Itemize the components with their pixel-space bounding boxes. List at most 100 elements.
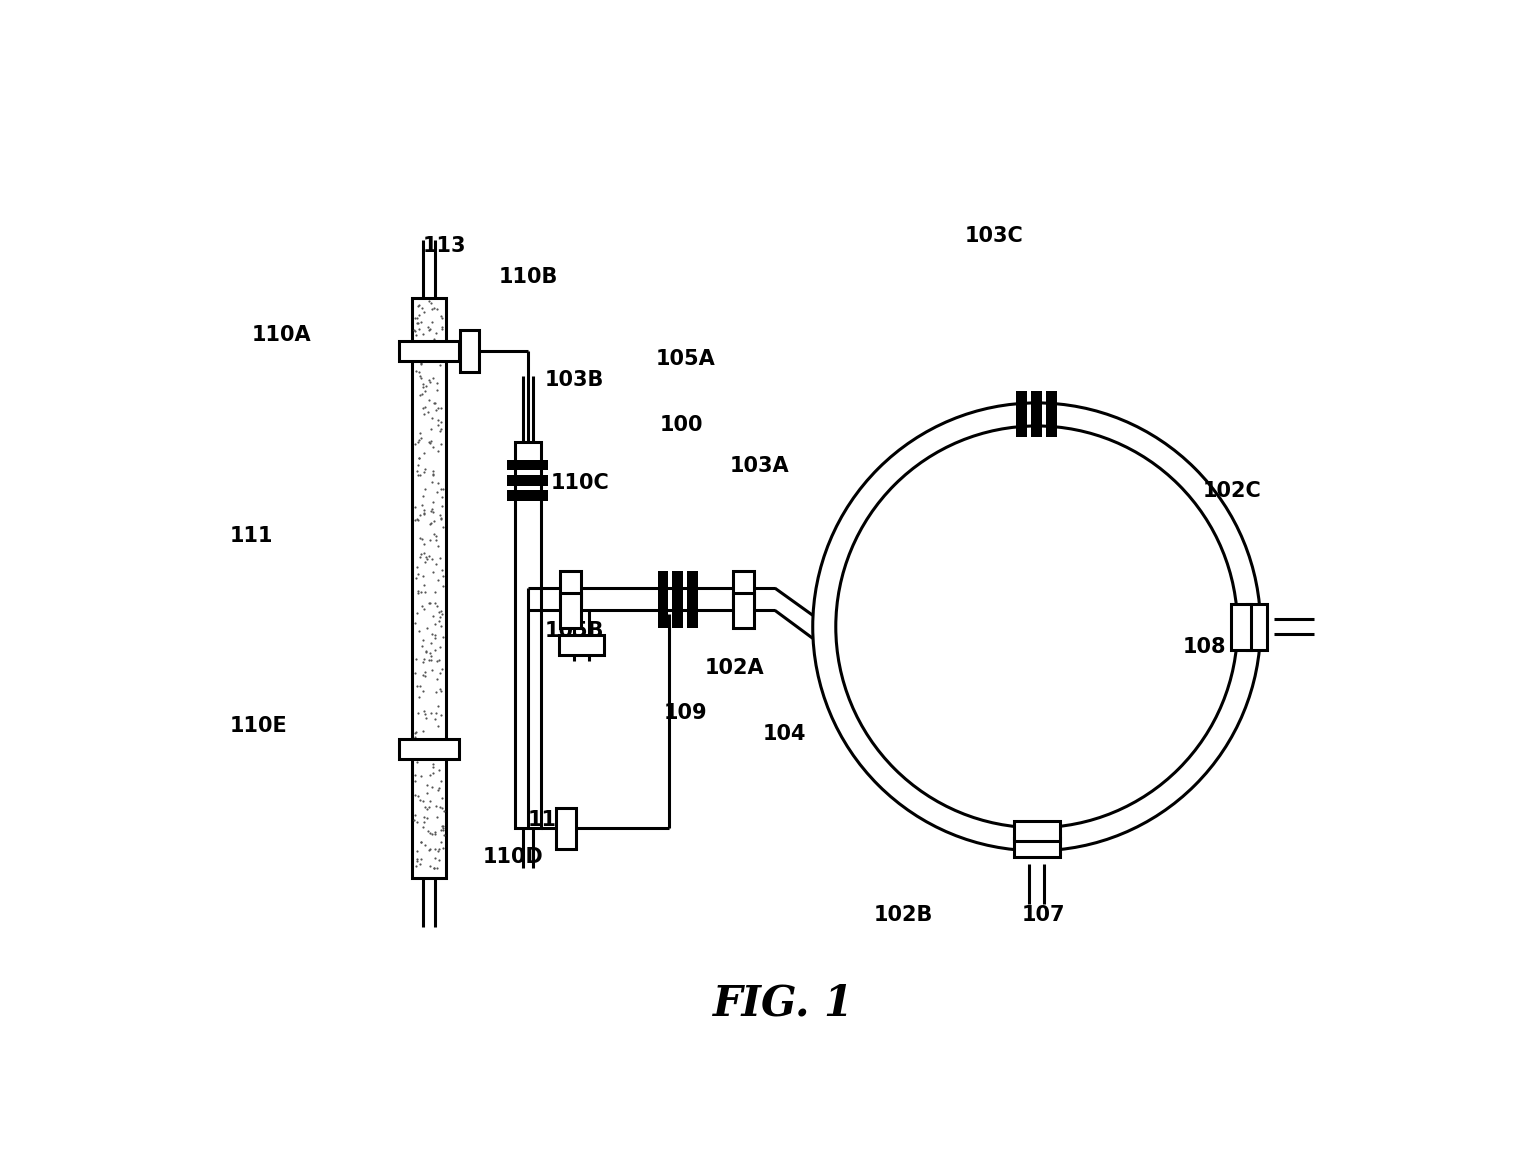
Point <box>417 650 442 669</box>
Point <box>405 813 429 831</box>
Text: 108: 108 <box>1183 637 1225 657</box>
Point <box>411 443 435 462</box>
Point <box>410 354 434 373</box>
Point <box>419 420 443 439</box>
Point <box>419 650 443 669</box>
Point <box>425 858 449 877</box>
Point <box>411 405 435 423</box>
Bar <box>1047 392 1057 421</box>
Point <box>428 680 452 699</box>
Point <box>410 596 434 615</box>
Point <box>428 664 452 683</box>
Point <box>406 583 431 602</box>
Point <box>429 509 454 528</box>
Point <box>411 653 435 671</box>
Bar <box>1232 603 1251 650</box>
Point <box>420 500 445 519</box>
Point <box>423 682 448 701</box>
Point <box>419 432 443 450</box>
Point <box>426 717 451 736</box>
Point <box>426 473 451 492</box>
Text: 102A: 102A <box>704 657 764 679</box>
Point <box>429 706 454 724</box>
Point <box>408 386 432 405</box>
Point <box>417 292 442 310</box>
Point <box>425 374 449 393</box>
Point <box>413 460 437 479</box>
Point <box>410 636 434 655</box>
Point <box>405 313 429 332</box>
Bar <box>688 570 698 606</box>
Point <box>419 502 443 521</box>
Point <box>423 583 448 602</box>
Point <box>402 771 426 790</box>
Point <box>425 442 449 461</box>
Point <box>402 510 426 529</box>
Bar <box>1013 837 1060 857</box>
Point <box>429 487 454 506</box>
Point <box>408 295 432 314</box>
Point <box>419 634 443 653</box>
Point <box>403 614 428 633</box>
Point <box>403 723 428 742</box>
Bar <box>1031 408 1042 437</box>
Bar <box>556 808 576 849</box>
Point <box>419 530 443 549</box>
Point <box>416 318 440 336</box>
Point <box>420 473 445 492</box>
Point <box>403 362 428 381</box>
Bar <box>733 570 755 606</box>
Point <box>422 299 446 318</box>
Point <box>405 510 429 529</box>
Point <box>422 512 446 530</box>
Bar <box>515 441 541 828</box>
Point <box>414 642 439 661</box>
Point <box>420 755 445 774</box>
Point <box>411 377 435 396</box>
Point <box>406 306 431 325</box>
Point <box>406 787 431 806</box>
Point <box>410 582 434 601</box>
Point <box>408 529 432 548</box>
Point <box>425 596 449 615</box>
Point <box>420 313 445 332</box>
Point <box>411 630 435 649</box>
Point <box>413 599 437 617</box>
Point <box>431 826 455 844</box>
Text: 103A: 103A <box>729 456 790 476</box>
Point <box>420 824 445 843</box>
Point <box>422 393 446 412</box>
Bar <box>507 460 549 470</box>
Text: 102C: 102C <box>1203 481 1262 501</box>
Point <box>414 800 439 818</box>
Point <box>423 849 448 868</box>
Point <box>426 602 451 621</box>
Point <box>414 783 439 802</box>
Point <box>414 547 439 566</box>
Point <box>405 676 429 695</box>
Point <box>422 858 446 877</box>
Point <box>431 567 455 586</box>
Point <box>405 509 429 528</box>
Point <box>428 833 452 851</box>
Point <box>413 667 437 686</box>
Point <box>408 425 432 443</box>
Point <box>402 308 426 327</box>
Point <box>426 399 451 417</box>
Point <box>411 701 435 720</box>
Point <box>403 728 428 747</box>
Point <box>403 786 428 804</box>
Point <box>431 801 455 820</box>
Point <box>413 505 437 523</box>
Point <box>428 602 452 621</box>
Point <box>425 808 449 827</box>
Text: 102B: 102B <box>874 904 934 926</box>
Point <box>420 661 445 680</box>
Point <box>405 296 429 315</box>
Point <box>428 608 452 627</box>
Point <box>413 807 437 826</box>
Text: 110B: 110B <box>500 267 558 287</box>
Point <box>425 652 449 670</box>
Point <box>420 347 445 366</box>
Point <box>405 603 429 622</box>
